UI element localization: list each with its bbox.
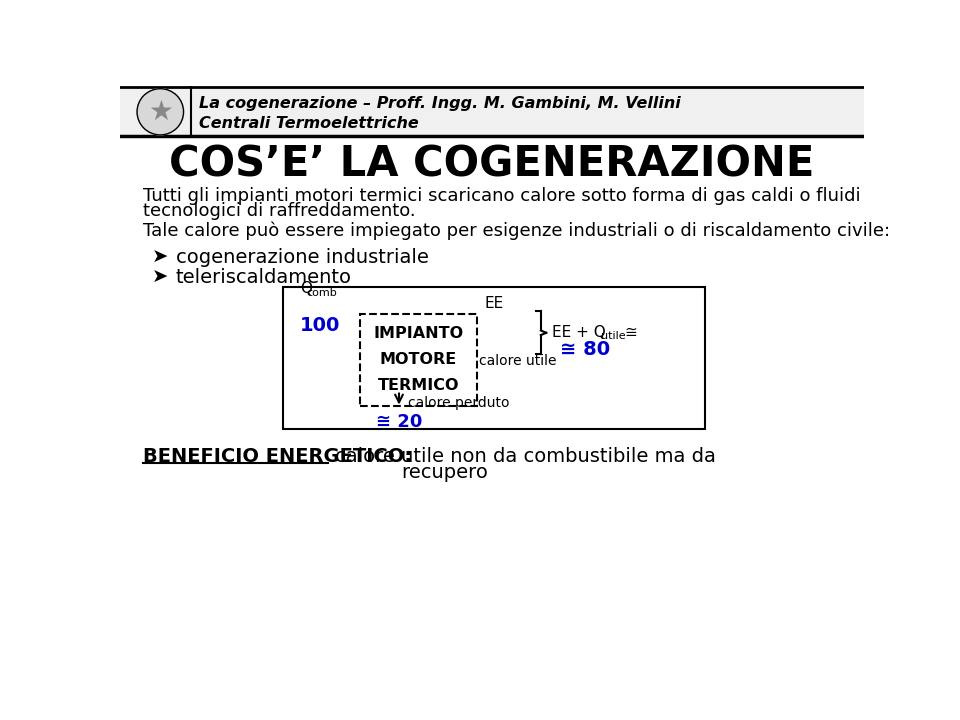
Text: calore perduto: calore perduto (408, 396, 510, 410)
Text: calore utile: calore utile (479, 354, 557, 369)
FancyArrowPatch shape (479, 307, 528, 327)
Text: ➤: ➤ (152, 248, 169, 267)
Text: ≅ 80: ≅ 80 (561, 341, 611, 359)
Text: 100: 100 (300, 315, 340, 335)
Bar (120, 86, 864, 137)
Text: calore utile non da combustibile ma da: calore utile non da combustibile ma da (335, 446, 716, 466)
Text: utile: utile (601, 331, 626, 341)
Bar (360, 313, 476, 406)
Text: Tale calore può essere impiegato per esigenze industriali o di riscaldamento civ: Tale calore può essere impiegato per esi… (143, 221, 890, 240)
Text: ≅ 20: ≅ 20 (375, 413, 422, 431)
Text: cogenerazione industriale: cogenerazione industriale (176, 248, 429, 267)
Text: EE + Q: EE + Q (552, 325, 606, 341)
Text: BENEFICIO ENERGETICO:: BENEFICIO ENERGETICO: (143, 446, 413, 466)
Text: Centrali Termoelettriche: Centrali Termoelettriche (199, 116, 419, 131)
Circle shape (137, 89, 183, 135)
Text: La cogenerazione – Proff. Ingg. M. Gambini, M. Vellini: La cogenerazione – Proff. Ingg. M. Gambi… (199, 96, 681, 111)
Text: teleriscaldamento: teleriscaldamento (176, 268, 351, 287)
Text: Q: Q (300, 281, 312, 296)
Text: COS’E’ LA COGENERAZIONE: COS’E’ LA COGENERAZIONE (169, 144, 815, 186)
Bar (283, 287, 706, 429)
Text: comb: comb (307, 288, 338, 298)
Text: ★: ★ (148, 98, 173, 126)
Text: ➤: ➤ (152, 268, 169, 287)
FancyArrowPatch shape (479, 338, 528, 358)
Text: recupero: recupero (401, 464, 489, 482)
Text: IMPIANTO
MOTORE
TERMICO: IMPIANTO MOTORE TERMICO (373, 326, 464, 393)
Text: tecnologici di raffreddamento.: tecnologici di raffreddamento. (143, 202, 416, 220)
Text: EE: EE (484, 296, 503, 311)
Text: ≅: ≅ (625, 325, 637, 341)
Text: Tutti gli impianti motori termici scaricano calore sotto forma di gas caldi o fl: Tutti gli impianti motori termici scaric… (143, 186, 861, 204)
FancyArrowPatch shape (300, 300, 357, 320)
